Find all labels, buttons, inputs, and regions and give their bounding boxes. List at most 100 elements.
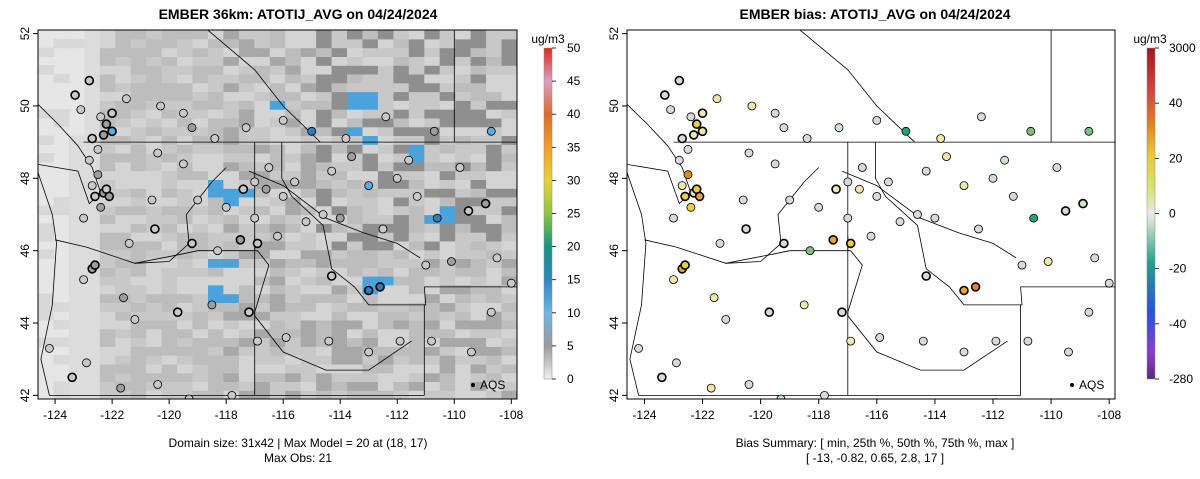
x-tick-label: -114 [923,408,946,422]
model-grid-cell [501,372,517,382]
obs-station-marker [70,90,80,100]
model-grid-cell [146,232,163,242]
model-grid-cell [177,196,194,207]
clark-fork-river [841,170,1017,259]
model-grid-cell [501,311,517,321]
right-plot-frame [626,29,1116,400]
model-grid-cell [130,56,147,66]
model-grid-cell [192,179,209,189]
model-grid-cell [115,56,132,66]
model-grid-cell [285,144,302,154]
model-grid-cell [486,363,503,374]
obs-station-marker [93,170,103,180]
model-grid-cell [455,337,472,347]
model-grid-cell [115,109,132,119]
model-grid-cell [285,153,302,163]
model-grid-cell [223,267,240,277]
model-grid-cell [146,249,163,259]
model-grid-cell [362,328,379,339]
model-grid-cell [84,196,101,207]
model-grid-cell [486,293,503,303]
bias-station-marker [709,293,719,303]
bias-station-marker [694,191,705,202]
model-grid-cell [408,196,425,207]
model-grid-cell [99,205,116,216]
model-grid-cell [347,363,364,374]
model-grid-cell [486,284,503,295]
model-grid-cell [254,82,271,93]
model-grid-cell [192,117,209,128]
model-grid-cell [269,381,286,391]
model-grid-cell [347,73,364,84]
model-grid-cell [347,302,364,312]
model-grid-cell [177,214,194,224]
model-grid-cell [285,117,302,128]
model-grid-cell [238,267,255,277]
model-grid-cell [99,214,116,224]
model-grid-cell [192,91,209,101]
model-grid-cell [208,170,225,180]
model-grid-cell [285,30,302,40]
obs-station-marker [84,75,95,86]
model-grid-cell [115,258,132,268]
model-grid-cell [408,100,425,110]
model-grid-cell [300,56,317,66]
model-grid-cell [331,284,348,295]
obs-station-marker [290,177,300,187]
model-grid-cell [393,126,410,136]
left-colorbar-tick-label: 50 [567,41,581,55]
model-grid-cell [470,249,487,259]
right-colorbar-tick-label: -280 [1169,372,1193,386]
model-grid-cell [316,363,333,374]
model-grid-cell [130,135,147,145]
model-grid-cell [208,319,225,330]
obs-station-marker [90,260,100,270]
model-grid-cell [130,117,147,128]
model-grid-cell [146,311,163,321]
model-grid-cell [377,319,394,330]
model-grid-cell [238,196,255,207]
model-grid-cell [455,249,472,259]
model-grid-cell [377,126,394,136]
model-grid-cell [177,372,194,382]
model-grid-cell [362,337,379,347]
obs-station-marker [429,126,439,136]
x-tick-label: -112 [386,408,409,422]
model-grid-cell [408,161,425,172]
obs-station-marker [327,166,337,176]
model-grid-cell [501,337,517,347]
model-grid-cell [269,65,286,75]
model-grid-cell [455,293,472,303]
model-grid-cell [377,276,394,286]
model-grid-cell [424,144,441,154]
model-grid-cell [331,126,348,136]
model-grid-cell [347,126,364,136]
model-grid-cell [192,100,209,110]
model-grid-cell [84,100,101,110]
model-grid-cell [424,284,441,295]
model-grid-cell [470,319,487,330]
model-grid-cell [331,319,348,330]
model-grid-cell [177,311,194,321]
model-grid-cell [254,258,271,268]
model-grid-cell [393,47,410,57]
obs-station-marker [326,271,337,281]
model-grid-cell [192,372,209,382]
model-grid-cell [331,355,348,365]
model-grid-cell [362,38,379,49]
model-grid-cell [238,91,255,101]
model-grid-cell [269,38,286,49]
model-grid-cell [455,117,472,128]
model-grid-cell [269,337,286,347]
model-grid-cell [377,372,394,382]
model-grid-cell [470,311,487,321]
model-grid-cell [223,117,240,128]
model-grid-cell [362,82,379,93]
model-grid-cell [192,135,209,145]
model-grid-cell [238,82,255,93]
model-grid-cell [501,258,517,268]
model-grid-cell [300,240,317,251]
id-mt-border [281,142,427,306]
model-grid-cell [208,381,225,391]
model-grid-cell [177,179,194,189]
